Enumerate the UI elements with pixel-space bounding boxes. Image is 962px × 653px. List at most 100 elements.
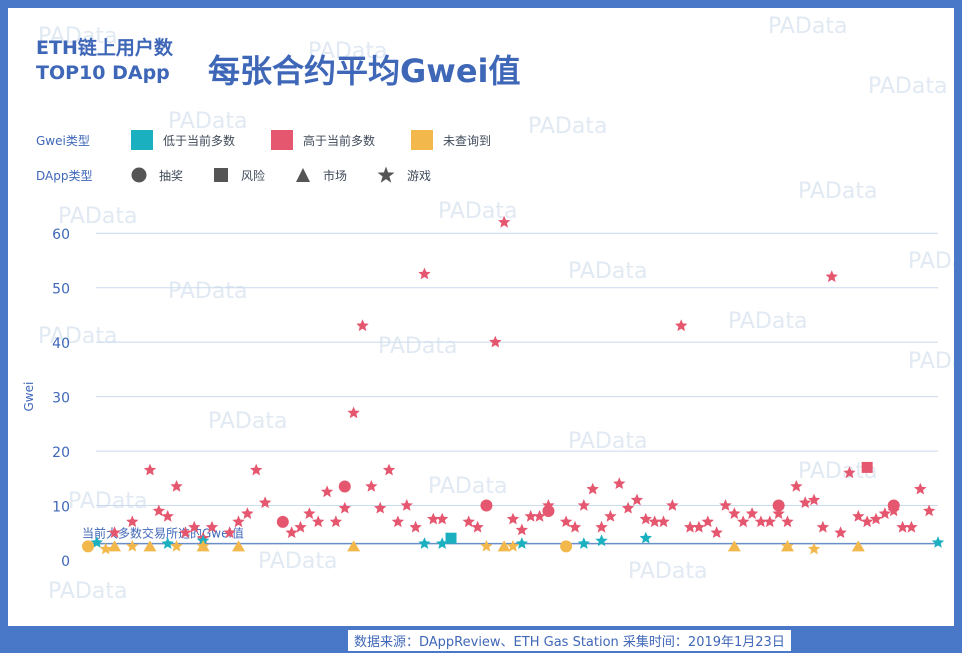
legend-item-lottery: 抽奖 [131, 167, 183, 184]
data-point-star [409, 520, 422, 533]
data-point-star [568, 520, 582, 533]
data-point-star [728, 507, 741, 519]
data-point-star [99, 542, 112, 555]
legend-item-high: 高于当前多数 [271, 130, 375, 150]
data-point-star [161, 537, 174, 549]
data-point-star [400, 499, 413, 511]
data-point-star [179, 526, 192, 538]
data-point-star [205, 520, 219, 533]
watermark-text: PAData [868, 74, 947, 99]
data-point-star [223, 526, 236, 538]
y-tick-label: 40 [52, 336, 70, 352]
data-point-star [595, 520, 608, 533]
scatter-plot: 0 10 20 30 40 50 60 Gwei 当前大多数交易所选的Gwei值 [22, 215, 945, 570]
data-point-star [745, 507, 759, 519]
data-point-star [436, 537, 449, 549]
data-point-star [515, 523, 528, 536]
data-point-star [675, 319, 688, 332]
data-point-star [382, 463, 396, 476]
data-point-star [692, 520, 706, 533]
data-point-star [577, 537, 590, 549]
data-point-star [108, 526, 121, 538]
legend-label-unknown: 未查询到 [443, 133, 492, 148]
data-point-star [498, 215, 511, 228]
data-point-star [161, 509, 174, 522]
triangle-icon [296, 168, 311, 182]
data-point-triangle [347, 540, 361, 552]
data-point-star [621, 501, 635, 514]
data-point-star [462, 515, 475, 528]
legend-swatch-unknown [411, 130, 434, 150]
data-point-circle [887, 499, 900, 512]
watermark-text: PAData [568, 259, 647, 284]
data-point-star [639, 512, 652, 525]
data-point-star [931, 536, 945, 548]
data-point-star [604, 509, 617, 522]
watermark-text: PAData [258, 549, 337, 574]
data-point-circle [276, 515, 289, 528]
data-point-star [648, 515, 661, 528]
data-point-star [143, 463, 157, 476]
y-tick-label: 10 [52, 500, 70, 516]
data-point-star [374, 501, 387, 514]
legend-swatch-low [131, 130, 153, 150]
watermark-text: PAData [628, 559, 707, 584]
watermark-layer: PAData PAData PAData PAData PAData PAData PADa… [38, 14, 954, 604]
data-point-star [869, 512, 883, 525]
data-point-star [807, 542, 821, 555]
data-point-star [347, 406, 360, 419]
gwei-type-heading: Gwei类型 [36, 133, 90, 148]
y-axis-label: Gwei [22, 382, 36, 412]
data-point-star [489, 335, 502, 348]
data-point-star [188, 520, 201, 533]
data-point-star [586, 482, 599, 495]
data-point-star [657, 515, 670, 528]
legend-item-risk: 风险 [213, 167, 265, 184]
watermark-text: PAData [38, 24, 117, 49]
data-point-star [825, 270, 838, 283]
data-point-star [834, 526, 847, 538]
data-point-star [763, 515, 776, 528]
square-icon [214, 168, 229, 182]
data-point-star [285, 526, 298, 538]
data-point-star [126, 539, 139, 552]
watermark-text: PAData [768, 14, 847, 39]
data-point-star [338, 501, 351, 514]
data-point-star [250, 463, 263, 476]
data-point-star [170, 539, 183, 552]
legend-swatch-high [271, 130, 294, 150]
data-point-star [683, 520, 697, 533]
main-title: 每张合约平均Gwei值 [208, 52, 521, 90]
watermark-text: PAData [528, 114, 607, 139]
data-point-star [577, 499, 590, 511]
legend-label-low: 低于当前多数 [163, 133, 236, 148]
legend-item-unknown: 未查询到 [411, 130, 491, 150]
watermark-text: PAData [728, 309, 807, 334]
legend-item-low: 低于当前多数 [131, 130, 235, 150]
data-point-star [480, 539, 493, 552]
data-point-star [506, 539, 520, 552]
data-point-star [878, 507, 892, 519]
data-point-star [559, 515, 573, 528]
data-point-star [356, 319, 369, 332]
data-point-star [329, 515, 343, 528]
data-point-star [152, 504, 165, 517]
data-point-star [533, 509, 546, 522]
data-point-triangle [108, 540, 122, 552]
watermark-text: PAData [48, 579, 127, 604]
data-point-star [303, 507, 316, 519]
data-point-star [772, 507, 785, 519]
data-point-star [391, 515, 405, 528]
data-point-star [595, 534, 608, 547]
chart-frame: PAData PAData PAData PAData PAData PAData PADa… [8, 8, 954, 626]
data-point-star [471, 520, 484, 533]
watermark-text: PAData [208, 409, 287, 434]
star-icon [377, 166, 395, 183]
data-point-star [312, 515, 325, 528]
watermark-text: PAData [568, 429, 647, 454]
data-point-star [852, 509, 865, 522]
data-point-star [790, 480, 803, 492]
data-point-triangle [232, 540, 246, 552]
data-point-star [365, 480, 378, 492]
data-point-triangle [727, 540, 741, 552]
